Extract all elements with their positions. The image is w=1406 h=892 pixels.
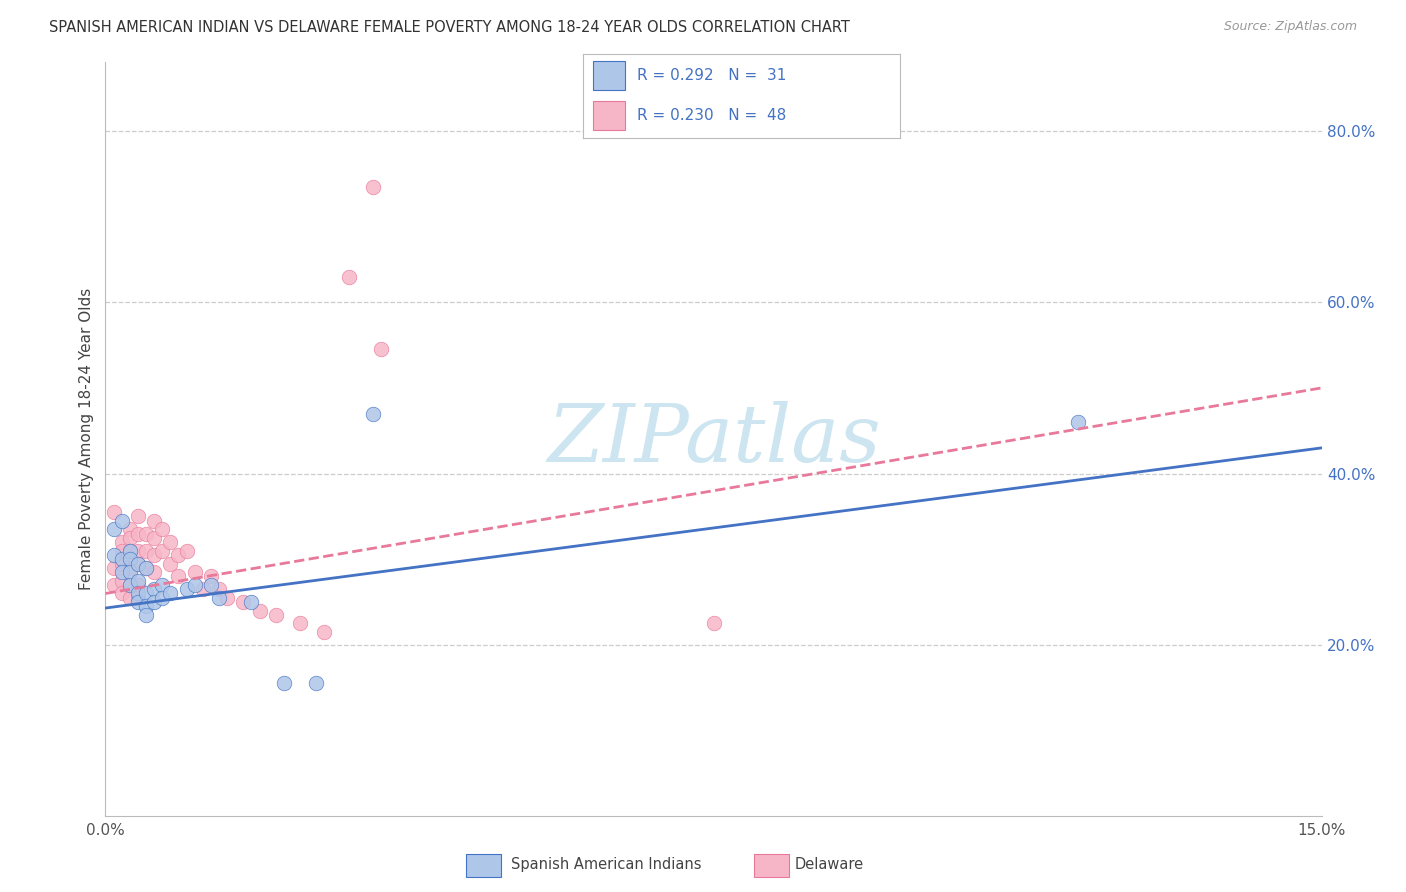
Point	[150, 591, 173, 605]
Point	[118, 561, 141, 575]
Point	[159, 535, 181, 549]
Point	[176, 543, 198, 558]
Text: R = 0.230   N =  48: R = 0.230 N = 48	[637, 108, 786, 123]
Point	[135, 526, 157, 541]
Point	[135, 599, 157, 614]
Point	[288, 616, 311, 631]
Point	[200, 578, 222, 592]
Point	[150, 578, 173, 592]
Point	[305, 676, 328, 690]
Point	[208, 591, 231, 605]
Point	[111, 514, 134, 528]
Point	[111, 557, 134, 571]
Text: Delaware: Delaware	[794, 857, 863, 872]
Point	[232, 595, 254, 609]
Bar	[465, 854, 501, 877]
Point	[111, 586, 134, 600]
Point	[127, 578, 149, 592]
Point	[118, 543, 141, 558]
Point	[118, 543, 141, 558]
Point	[167, 569, 190, 583]
Point	[176, 582, 198, 597]
Point	[111, 552, 134, 566]
Point	[135, 561, 157, 575]
Point	[103, 578, 125, 592]
Point	[702, 616, 725, 631]
Point	[370, 343, 392, 357]
Point	[118, 531, 141, 545]
Point	[118, 578, 141, 592]
Point	[143, 531, 166, 545]
Text: Source: ZipAtlas.com: Source: ZipAtlas.com	[1223, 20, 1357, 33]
Point	[111, 535, 134, 549]
Point	[111, 574, 134, 588]
Bar	[755, 854, 789, 877]
Point	[111, 543, 134, 558]
Point	[127, 574, 149, 588]
Point	[361, 407, 384, 421]
Point	[118, 578, 141, 592]
Point	[143, 565, 166, 579]
Point	[314, 625, 336, 640]
Point	[103, 505, 125, 519]
Point	[191, 582, 214, 597]
Text: Spanish American Indians: Spanish American Indians	[512, 857, 702, 872]
Point	[183, 565, 205, 579]
Point	[1067, 415, 1090, 429]
Point	[127, 586, 149, 600]
Point	[167, 548, 190, 562]
Point	[135, 543, 157, 558]
Point	[249, 604, 271, 618]
Point	[135, 607, 157, 622]
Text: R = 0.292   N =  31: R = 0.292 N = 31	[637, 68, 786, 83]
Point	[118, 565, 141, 579]
Point	[159, 557, 181, 571]
Point	[127, 557, 149, 571]
Point	[240, 595, 263, 609]
Point	[273, 676, 295, 690]
Point	[135, 586, 157, 600]
Point	[103, 522, 125, 536]
Point	[143, 548, 166, 562]
Text: SPANISH AMERICAN INDIAN VS DELAWARE FEMALE POVERTY AMONG 18-24 YEAR OLDS CORRELA: SPANISH AMERICAN INDIAN VS DELAWARE FEMA…	[49, 20, 851, 35]
Point	[127, 509, 149, 524]
Bar	[593, 62, 624, 90]
Point	[143, 582, 166, 597]
Point	[183, 578, 205, 592]
Point	[118, 591, 141, 605]
Point	[361, 179, 384, 194]
Point	[118, 552, 141, 566]
Point	[118, 522, 141, 536]
Point	[264, 607, 287, 622]
Point	[217, 591, 239, 605]
Point	[150, 543, 173, 558]
Text: ZIPatlas: ZIPatlas	[547, 401, 880, 478]
Point	[127, 526, 149, 541]
Point	[127, 557, 149, 571]
Point	[337, 269, 360, 284]
Point	[150, 522, 173, 536]
Point	[159, 586, 181, 600]
Point	[103, 561, 125, 575]
Point	[135, 561, 157, 575]
Point	[127, 591, 149, 605]
Bar	[593, 101, 624, 130]
Point	[111, 565, 134, 579]
Point	[143, 514, 166, 528]
Point	[208, 582, 231, 597]
Point	[200, 569, 222, 583]
Point	[103, 548, 125, 562]
Y-axis label: Female Poverty Among 18-24 Year Olds: Female Poverty Among 18-24 Year Olds	[79, 288, 94, 591]
Point	[143, 595, 166, 609]
Point	[127, 543, 149, 558]
Point	[127, 595, 149, 609]
